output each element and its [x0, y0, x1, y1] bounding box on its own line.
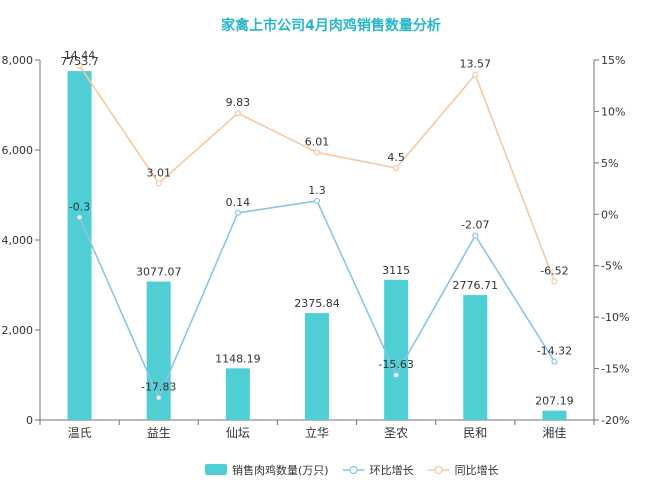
right-axis-tick-label: 15% [601, 54, 625, 67]
bar-温氏[interactable] [67, 71, 92, 421]
legend-label[interactable]: 同比增长 [455, 463, 499, 477]
line-series [76, 62, 558, 401]
right-axis-tick-label: -20% [601, 414, 629, 427]
line-value-label: 4.5 [387, 151, 405, 164]
line-point[interactable] [393, 371, 400, 379]
bar-value-label: 2776.71 [453, 279, 499, 292]
line-value-label: -14.32 [537, 345, 572, 358]
bar-value-label: 207.19 [535, 395, 574, 408]
x-axis-category-label: 湘佳 [542, 425, 566, 440]
line-point[interactable] [155, 180, 162, 187]
line-value-label: 0.14 [226, 196, 251, 209]
line-point[interactable] [155, 394, 162, 401]
line-point[interactable] [313, 197, 321, 205]
left-axis-tick-label: 6,000 [2, 144, 34, 157]
legend-label[interactable]: 环比增长 [370, 463, 414, 477]
line-point[interactable] [393, 164, 400, 172]
x-axis-category-label: 民和 [463, 426, 487, 440]
line-value-label: 6.01 [305, 135, 330, 148]
bar-value-label: 7753.7 [60, 55, 99, 68]
line-value-label: 14.44 [64, 49, 96, 62]
line-value-label: -6.52 [540, 264, 568, 277]
axes-group: 0 2,000 4,000 6,000 8,000 -20% -15% -10% -5% 0% 5%… [2, 54, 630, 440]
right-axis-tick-label: 5% [601, 157, 618, 170]
line-point[interactable] [472, 232, 479, 239]
line-point[interactable] [76, 214, 83, 221]
line-value-label: -15.63 [378, 358, 413, 371]
legend-swatch-marker [434, 465, 443, 475]
line-point[interactable] [551, 358, 558, 365]
line-value-label: 9.83 [226, 96, 251, 109]
right-axis-tick-label: 0% [601, 208, 618, 221]
bar-value-label: 1148.19 [215, 352, 261, 365]
line-value-label: 1.3 [308, 184, 326, 197]
line-point[interactable] [76, 62, 83, 69]
line-value-label: -2.07 [461, 219, 489, 232]
left-axis-tick-label: 2,000 [2, 324, 34, 337]
chart-title: 家禽上市公司4月肉鸡销售数量分析 [221, 17, 441, 34]
x-axis-category-label: 温氏 [68, 426, 92, 440]
x-axis-category-label: 圣农 [384, 426, 408, 440]
bar-民和[interactable] [463, 295, 488, 420]
legend-label[interactable]: 销售肉鸡数量(万只) [232, 463, 329, 477]
left-axis-tick-label: 0 [26, 414, 33, 427]
right-axis-tick-label: -5% [601, 260, 622, 273]
bar-value-label: 3077.07 [136, 266, 182, 279]
x-axis-category-label: 仙坛 [226, 426, 250, 440]
bar-仙坛[interactable] [225, 368, 250, 420]
data-labels: 7753.7 3077.07 1148.19 2375.84 3115 2776.71 20… [60, 49, 573, 408]
left-axis-tick-label: 4,000 [2, 234, 34, 247]
right-axis-tick-label: 10% [601, 105, 625, 118]
line-point[interactable] [551, 278, 558, 285]
bar-value-label: 2375.84 [294, 297, 340, 310]
line-value-label: 13.57 [460, 58, 492, 71]
line-point[interactable] [234, 110, 241, 117]
bar-湘佳[interactable] [542, 410, 567, 420]
bar-value-label: 3115 [382, 264, 410, 277]
legend: 销售肉鸡数量(万只) 环比增长 同比增长 [205, 463, 499, 477]
legend-swatch-bar[interactable] [205, 464, 227, 475]
line-point[interactable] [313, 149, 321, 156]
line-value-label: -17.83 [141, 381, 176, 394]
right-axis-tick-label: -10% [601, 311, 629, 324]
line-point[interactable] [472, 71, 479, 78]
x-axis-category-label: 益生 [147, 426, 171, 440]
line-point[interactable] [234, 209, 241, 216]
legend-swatch-marker [349, 465, 358, 475]
bar-series [67, 71, 567, 421]
bar-圣农[interactable] [384, 279, 409, 420]
line-value-label: 3.01 [146, 166, 171, 179]
line-value-label: -0.3 [69, 200, 90, 213]
x-axis-category-label: 立华 [305, 425, 329, 440]
right-axis-tick-label: -15% [601, 363, 629, 376]
left-axis-tick-label: 8,000 [2, 54, 34, 67]
bar-立华[interactable] [305, 313, 329, 420]
